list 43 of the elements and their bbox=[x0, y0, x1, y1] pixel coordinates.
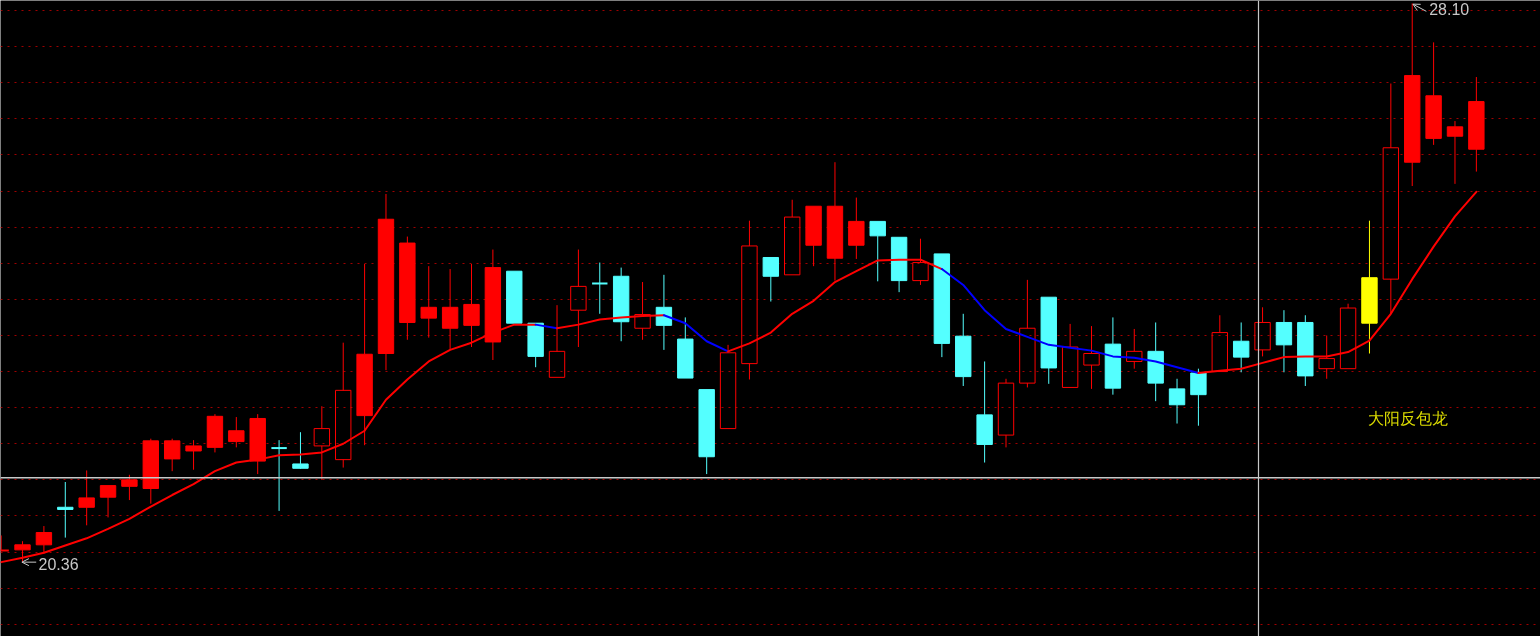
candlestick bbox=[57, 481, 74, 539]
candlestick bbox=[976, 360, 993, 464]
candlestick bbox=[35, 525, 53, 554]
candlestick bbox=[1040, 296, 1057, 385]
candlestick bbox=[698, 389, 715, 475]
candlestick bbox=[848, 197, 865, 260]
candlestick bbox=[270, 439, 288, 512]
candlestick bbox=[591, 262, 609, 315]
candlestick bbox=[1468, 76, 1485, 173]
candlestick bbox=[377, 193, 395, 371]
candlestick bbox=[99, 485, 117, 518]
candlestick bbox=[1147, 321, 1164, 402]
candlestick bbox=[527, 322, 544, 368]
candlestick bbox=[1297, 314, 1314, 387]
candlestick bbox=[1339, 303, 1357, 370]
candlestick bbox=[1275, 309, 1293, 373]
candlestick bbox=[335, 342, 352, 469]
annotation: 20.36 bbox=[38, 556, 79, 574]
candlestick bbox=[1168, 378, 1186, 425]
annotation: 大阳反包龙 bbox=[1367, 409, 1448, 428]
candlestick bbox=[78, 469, 95, 526]
candlestick bbox=[805, 205, 822, 267]
candlestick bbox=[506, 270, 523, 324]
candlestick bbox=[1104, 316, 1122, 396]
candlestick bbox=[890, 236, 908, 293]
candlestick bbox=[1425, 41, 1442, 146]
candlestick bbox=[1083, 325, 1100, 390]
annotation: 28.10 bbox=[1429, 1, 1470, 19]
candlestick bbox=[1126, 328, 1143, 370]
candlestick bbox=[249, 413, 266, 475]
candlestick bbox=[1361, 220, 1378, 355]
candlestick bbox=[762, 257, 780, 303]
candlestick bbox=[1446, 120, 1464, 185]
candlestick bbox=[313, 405, 331, 481]
candlestick bbox=[955, 313, 972, 387]
candlestick bbox=[677, 316, 694, 379]
candlestick bbox=[206, 413, 224, 453]
candlestick bbox=[997, 378, 1015, 448]
candlestick bbox=[1061, 323, 1079, 388]
candlestick bbox=[784, 199, 801, 276]
candlestick bbox=[933, 253, 951, 358]
candlestick bbox=[869, 220, 886, 282]
candlestick bbox=[420, 265, 437, 339]
